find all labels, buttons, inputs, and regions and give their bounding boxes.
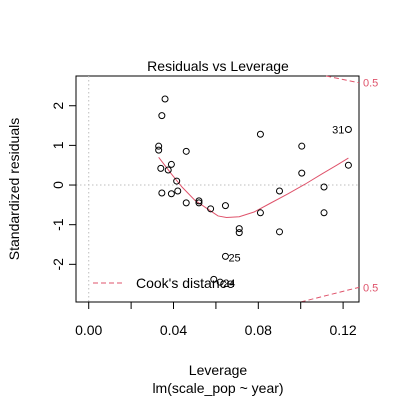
data-point [161,95,169,103]
data-point [221,252,229,260]
y-tick-label: 0 [50,181,66,189]
x-axis-label: Leverage [189,362,248,378]
data-point [167,160,175,168]
reference-lines [76,76,359,302]
x-tick-label: 0.08 [245,322,272,338]
data-points [155,95,352,286]
data-point [164,166,172,174]
data-point [207,205,215,213]
smoother-polyline [158,156,349,219]
cooks-contour-label: 0.5 [363,78,378,90]
data-point [155,146,163,154]
smoother-line [158,156,349,219]
legend: Cook's distance [93,275,235,291]
data-point [195,199,203,207]
data-point [195,197,203,205]
data-point [276,187,284,195]
y-tick-label: -1 [50,218,66,231]
point-label: 25 [228,252,240,264]
x-tick-label: 0.00 [75,322,102,338]
data-point [155,142,163,150]
y-axis: -2 -1 0 1 2 [50,102,77,271]
data-point [320,183,328,191]
data-point [182,147,190,155]
cooks-contour-label: 0.5 [363,282,378,294]
x-axis: 0.00 0.04 0.08 0.12 [75,301,357,338]
data-point [221,202,229,210]
data-point [173,177,181,185]
data-point [276,228,284,236]
data-point [157,164,165,172]
data-point [256,209,264,217]
y-tick-label: -2 [50,258,66,271]
data-point [235,225,243,233]
data-point [256,130,264,138]
point-label: 31 [332,125,344,137]
data-point [158,189,166,197]
data-point [344,126,352,134]
cooks-contour-line [326,75,360,84]
data-point [235,229,243,237]
y-axis-label: Standardized residuals [6,118,22,260]
data-point [344,161,352,169]
data-point [298,142,306,150]
chart-subtitle: lm(scale_pop ~ year) [152,380,283,396]
x-tick-label: 0.12 [329,322,356,338]
legend-label: Cook's distance [136,275,235,291]
data-point [320,209,328,217]
data-point [298,169,306,177]
chart-title: Residuals vs Leverage [147,58,289,74]
data-point [167,190,175,198]
point-labels: 31 25 24 [223,125,344,291]
y-tick-label: 1 [50,141,66,149]
data-point [158,112,166,120]
x-tick-label: 0.04 [160,322,187,338]
point-label: 24 [223,278,235,290]
data-point [174,187,182,195]
data-point [182,199,190,207]
cooks-contour-line [300,286,360,303]
y-tick-label: 2 [50,102,66,110]
data-point [216,278,224,286]
data-point [210,275,218,283]
plot-box [75,75,360,303]
cooks-distance-contours: 0.5 0.5 [300,75,378,303]
